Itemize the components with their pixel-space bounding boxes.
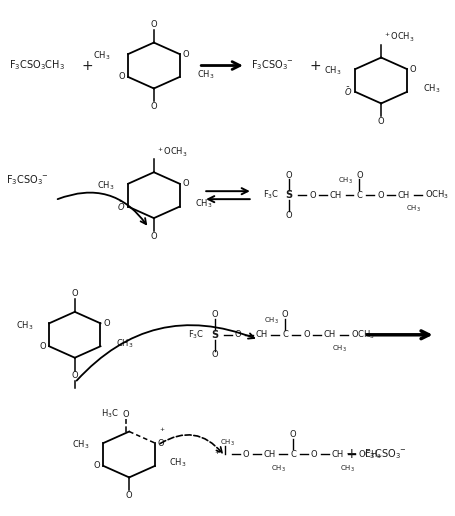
Text: O: O: [123, 410, 130, 419]
Text: CH$_3$: CH$_3$: [72, 439, 90, 452]
Text: CH$_3$: CH$_3$: [16, 319, 33, 332]
Text: CH$_3$: CH$_3$: [339, 463, 354, 474]
Text: C: C: [356, 191, 362, 200]
Text: +: +: [82, 58, 93, 73]
Text: CH: CH: [256, 330, 268, 340]
Text: CH: CH: [332, 450, 344, 459]
Text: O: O: [212, 310, 218, 319]
Text: O: O: [235, 330, 242, 340]
Text: O: O: [71, 371, 78, 380]
Text: O: O: [212, 350, 218, 359]
Text: C: C: [282, 330, 288, 340]
Text: $^+$OCH$_3$: $^+$OCH$_3$: [383, 31, 415, 44]
Text: $^+$OCH$_3$: $^+$OCH$_3$: [156, 146, 187, 159]
Text: H$_3$C: H$_3$C: [101, 407, 119, 420]
Text: OCH$_3$: OCH$_3$: [350, 329, 374, 341]
Text: CH$_3$: CH$_3$: [423, 83, 440, 95]
Text: CH$_3$: CH$_3$: [220, 438, 235, 447]
Text: O: O: [182, 179, 189, 188]
Text: OCH$_3$: OCH$_3$: [359, 448, 383, 461]
Text: O: O: [182, 50, 189, 58]
Text: +: +: [346, 447, 357, 461]
Text: O: O: [243, 450, 249, 459]
Text: CH$_3$: CH$_3$: [93, 50, 111, 62]
Text: CH$_3$: CH$_3$: [116, 337, 134, 349]
Text: CH$_3$: CH$_3$: [197, 69, 215, 81]
Text: S: S: [286, 190, 293, 200]
Text: O: O: [303, 330, 310, 340]
Text: O: O: [309, 191, 316, 200]
Text: C: C: [290, 450, 296, 459]
Text: F$_3$C: F$_3$C: [188, 329, 205, 341]
Text: CH$_3$: CH$_3$: [97, 180, 114, 192]
Text: O: O: [282, 310, 288, 319]
Text: O: O: [71, 289, 78, 298]
Text: CH$_3$: CH$_3$: [324, 64, 342, 77]
Text: $^+$: $^+$: [158, 427, 166, 436]
Text: F$_3$C: F$_3$C: [263, 189, 279, 201]
Text: $\bar{O}$: $\bar{O}$: [117, 200, 125, 213]
Text: O: O: [94, 461, 101, 471]
Text: CH$_3$: CH$_3$: [263, 316, 278, 326]
Text: O: O: [119, 72, 125, 82]
Text: CH$_3$: CH$_3$: [406, 204, 421, 214]
Text: O: O: [158, 439, 164, 447]
Text: O: O: [151, 20, 157, 29]
Text: O: O: [286, 211, 293, 220]
Text: O: O: [151, 232, 157, 240]
Text: CH$_3$: CH$_3$: [272, 463, 286, 474]
Text: O: O: [151, 102, 157, 111]
Text: O: O: [126, 491, 132, 500]
Text: CH: CH: [330, 191, 342, 200]
Text: F$_3$CSO$_3$$^{-}$: F$_3$CSO$_3$$^{-}$: [5, 173, 49, 187]
Text: OCH$_3$: OCH$_3$: [425, 189, 449, 201]
Text: CH$_3$: CH$_3$: [332, 344, 347, 354]
Text: O: O: [286, 171, 293, 180]
Text: O: O: [103, 319, 110, 328]
Text: CH: CH: [398, 191, 410, 200]
Text: $\bar{O}$: $\bar{O}$: [344, 86, 353, 99]
Text: CH: CH: [324, 330, 336, 340]
Text: O: O: [40, 342, 46, 351]
Text: CH$_3$: CH$_3$: [169, 457, 186, 469]
Text: CH$_3$: CH$_3$: [338, 176, 353, 186]
Text: O: O: [410, 64, 416, 73]
Text: O: O: [377, 191, 384, 200]
Text: F$_3$CSO$_3$$^{-}$: F$_3$CSO$_3$$^{-}$: [364, 447, 407, 461]
Text: O: O: [356, 171, 363, 180]
Text: CH$_3$: CH$_3$: [195, 198, 213, 210]
Text: F$_3$CSO$_3$$^{-}$: F$_3$CSO$_3$$^{-}$: [251, 59, 293, 72]
Text: O: O: [290, 430, 297, 439]
Text: $^+$: $^+$: [213, 450, 221, 459]
Text: CH: CH: [263, 450, 276, 459]
Text: O: O: [311, 450, 318, 459]
Text: F$_3$CSO$_3$CH$_3$: F$_3$CSO$_3$CH$_3$: [9, 59, 65, 72]
Text: O: O: [378, 117, 384, 126]
Text: +: +: [309, 58, 321, 73]
Text: S: S: [212, 330, 219, 340]
